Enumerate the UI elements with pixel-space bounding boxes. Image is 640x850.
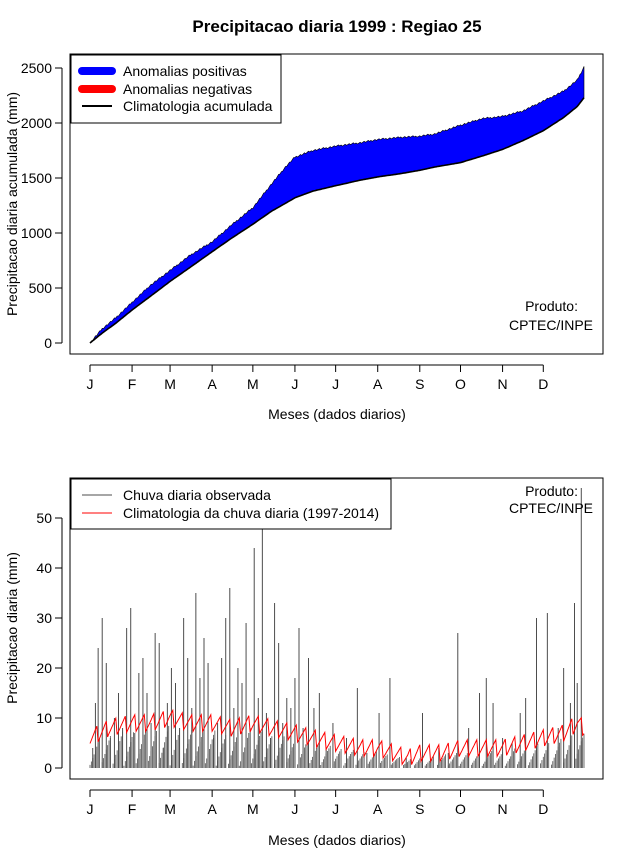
bottom-legend-box <box>70 478 392 530</box>
top-y-axis-label: Precipitacao diaria acumulada (mm) <box>4 92 20 316</box>
x-tick-label: O <box>455 801 466 817</box>
x-tick-label: M <box>164 801 176 817</box>
x-tick-label: S <box>415 801 424 817</box>
legend-climatology-label: Climatologia acumulada <box>123 98 273 114</box>
x-tick-label: F <box>128 376 137 392</box>
top-y-axis: 0 500 1000 1500 2000 2500 <box>21 60 63 351</box>
daily-chart: 0 10 20 30 40 50 J F M A M J J A S O N D Meses (dados di… <box>4 477 604 848</box>
x-tick-label: N <box>498 801 508 817</box>
bottom-plot-frame <box>69 477 604 780</box>
legend-clim-daily-label: Climatologia da chuva diaria (1997-2014) <box>123 505 379 521</box>
x-tick-label: J <box>87 376 94 392</box>
top-plot-frame <box>69 53 604 355</box>
y-tick-label: 0 <box>44 760 52 776</box>
bottom-y-axis: 0 10 20 30 40 50 <box>36 510 63 776</box>
y-tick-label: 40 <box>36 560 52 576</box>
x-tick-label: J <box>291 801 298 817</box>
x-tick-label: M <box>164 376 176 392</box>
y-tick-label: 30 <box>36 610 52 626</box>
y-tick-label: 20 <box>36 660 52 676</box>
x-tick-label: S <box>415 376 424 392</box>
x-tick-label: J <box>332 376 339 392</box>
y-tick-label: 500 <box>29 280 53 296</box>
x-tick-label: D <box>538 801 548 817</box>
bottom-credit-line2: CPTEC/INPE <box>509 500 593 516</box>
y-tick-label: 50 <box>36 510 52 526</box>
cumulative-chart: 0 500 1000 1500 2000 2500 J F M A M J J A S O N D Meses … <box>4 53 604 422</box>
y-tick-label: 1500 <box>21 170 52 186</box>
x-tick-label: J <box>291 376 298 392</box>
x-tick-label: M <box>247 801 259 817</box>
y-tick-label: 1000 <box>21 225 52 241</box>
x-tick-label: A <box>373 376 383 392</box>
bottom-credit-line1: Produto: <box>525 483 578 499</box>
x-tick-label: A <box>373 801 383 817</box>
y-tick-label: 2000 <box>21 115 52 131</box>
y-tick-label: 2500 <box>21 60 52 76</box>
x-tick-label: D <box>538 376 548 392</box>
bottom-legend: Chuva diaria observada Climatologia da c… <box>70 478 392 530</box>
legend-positive-label: Anomalias positivas <box>123 63 247 79</box>
top-x-axis-label: Meses (dados diarios) <box>268 406 406 422</box>
bottom-y-axis-label: Precipitacao diaria (mm) <box>4 552 20 704</box>
top-legend: Anomalias positivas Anomalias negativas … <box>70 54 282 124</box>
y-tick-label: 0 <box>44 335 52 351</box>
top-credit-line2: CPTEC/INPE <box>509 317 593 333</box>
top-credit-line1: Produto: <box>525 298 578 314</box>
bottom-x-axis-label: Meses (dados diarios) <box>268 832 406 848</box>
x-tick-label: A <box>207 801 217 817</box>
x-tick-label: J <box>332 801 339 817</box>
daily-climatology-line <box>89 708 585 766</box>
x-tick-label: N <box>498 376 508 392</box>
page-title: Precipitacao diaria 1999 : Regiao 25 <box>192 17 481 36</box>
y-tick-label: 10 <box>36 710 52 726</box>
climatology-line <box>89 97 585 344</box>
legend-negative-label: Anomalias negativas <box>123 81 252 97</box>
x-tick-label: J <box>87 801 94 817</box>
x-tick-label: O <box>455 376 466 392</box>
x-tick-label: M <box>247 376 259 392</box>
legend-observed-label: Chuva diaria observada <box>123 487 271 503</box>
x-tick-label: A <box>207 376 217 392</box>
x-tick-label: F <box>128 801 137 817</box>
